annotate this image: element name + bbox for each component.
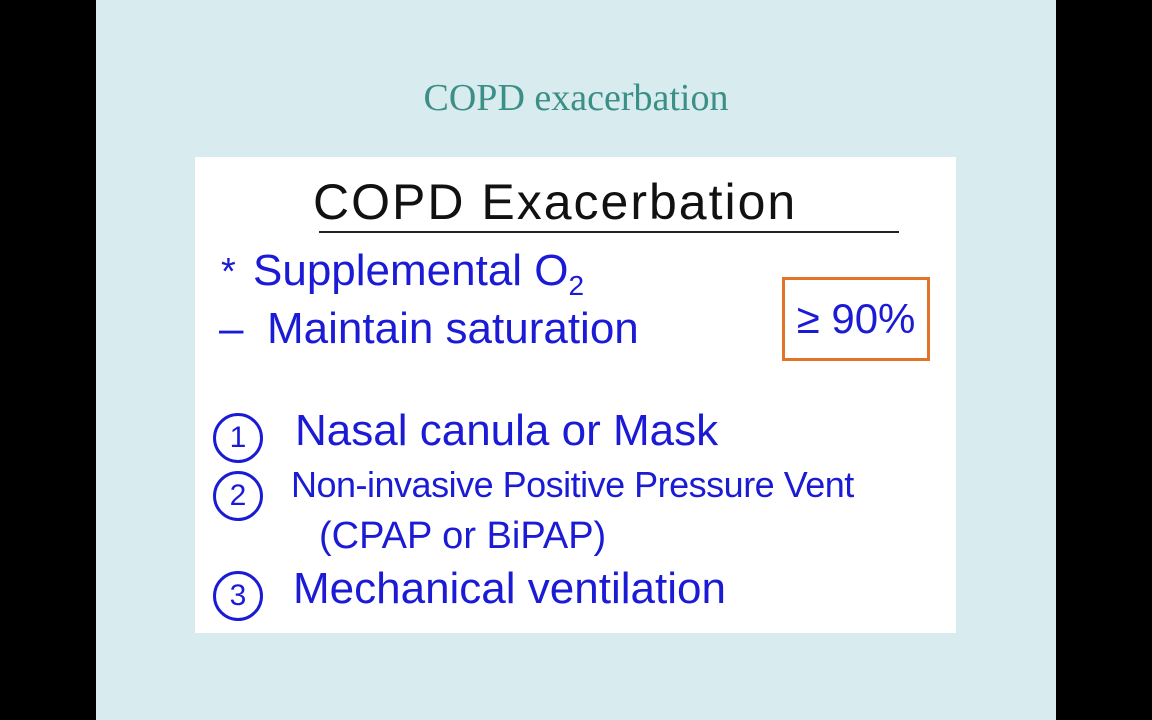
oxygen-text: Supplemental O bbox=[253, 246, 569, 295]
option-text: Mechanical ventilation bbox=[293, 564, 726, 613]
saturation-target: ≥ 90% bbox=[782, 277, 930, 361]
option-number: 2 bbox=[213, 471, 263, 521]
slide-title: COPD exacerbation bbox=[423, 77, 729, 119]
option-number: 3 bbox=[213, 571, 263, 621]
saturation-text: Maintain saturation bbox=[267, 304, 639, 353]
heading-underline bbox=[319, 231, 899, 233]
oxygen-subscript: 2 bbox=[568, 269, 585, 301]
option-text: Non-invasive Positive Pressure Vent bbox=[291, 464, 854, 505]
whiteboard-image: COPD Exacerbation * Supplemental O2 – Ma… bbox=[195, 157, 956, 633]
slide: COPD exacerbation COPD Exacerbation * Su… bbox=[96, 0, 1056, 720]
saturation-dash: – bbox=[219, 304, 244, 353]
oxygen-line: Supplemental O2 bbox=[253, 249, 584, 300]
option-note: (CPAP or BiPAP) bbox=[319, 515, 607, 557]
bullet: * bbox=[221, 251, 236, 293]
board-heading: COPD Exacerbation bbox=[313, 174, 798, 230]
option-text: Nasal canula or Mask bbox=[295, 406, 719, 455]
option-number: 1 bbox=[213, 413, 263, 463]
